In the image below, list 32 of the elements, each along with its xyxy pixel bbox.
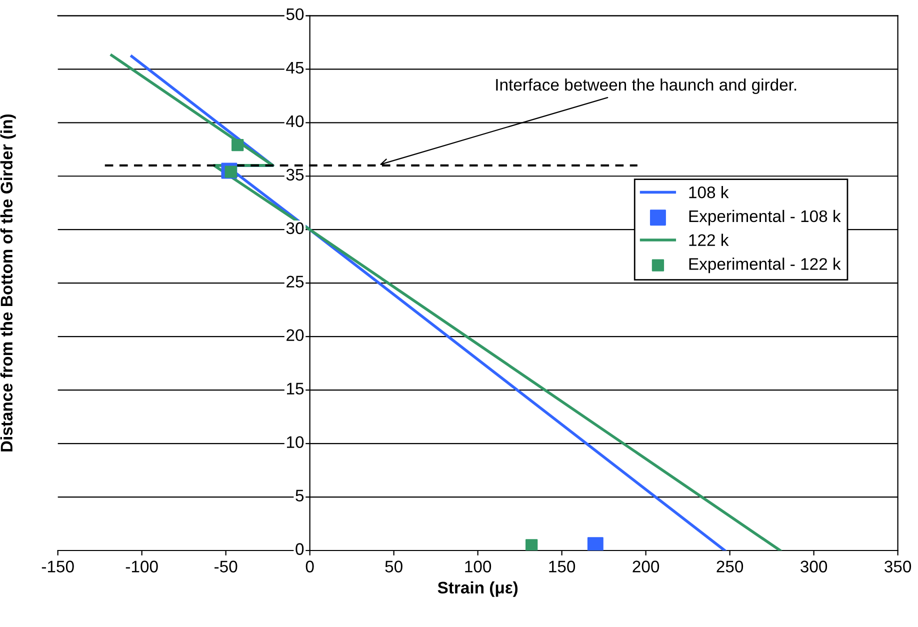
x-axis-title: Strain (με)	[438, 581, 518, 597]
y-tick-label: 25	[286, 276, 304, 288]
y-tick-label: 50	[286, 8, 304, 20]
point	[526, 539, 538, 551]
x-tick-label: 0	[306, 560, 314, 572]
annotation: Interface between the haunch and girder.	[496, 78, 796, 94]
x-tick-label: -100	[126, 560, 158, 572]
y-tick-label: 40	[286, 115, 304, 128]
x-tick-label: 100	[465, 560, 492, 572]
legend-label: Experimental - 122 k	[689, 258, 841, 274]
point	[587, 537, 604, 551]
x-tick-label: 200	[632, 560, 660, 572]
y-tick-label: 45	[286, 62, 304, 74]
x-tick-label: 300	[800, 560, 828, 572]
y-axis-title: Distance from the Bottom of the Girder (in)	[0, 114, 16, 452]
x-tick-label: -50	[214, 560, 238, 572]
legend-label: 108 k	[689, 186, 729, 198]
y-tick-label: 15	[287, 382, 304, 395]
y-tick-label: 20	[286, 329, 304, 342]
x-tick-label: 350	[884, 560, 912, 572]
legend-label: 122 k	[689, 234, 729, 246]
y-tick-label: 5	[296, 490, 304, 502]
x-tick-label: -150	[42, 560, 74, 572]
x-tick-label: 150	[549, 560, 576, 572]
y-tick-label: 30	[286, 222, 304, 234]
y-tick-label: 35	[286, 168, 304, 181]
y-tick-label: 0	[296, 543, 304, 555]
legend-label: Experimental - 108 k	[689, 210, 841, 226]
x-tick-label: 250	[716, 560, 744, 572]
point	[232, 139, 244, 152]
x-tick-label: 50	[385, 560, 402, 572]
y-tick-label: 10	[287, 436, 304, 448]
